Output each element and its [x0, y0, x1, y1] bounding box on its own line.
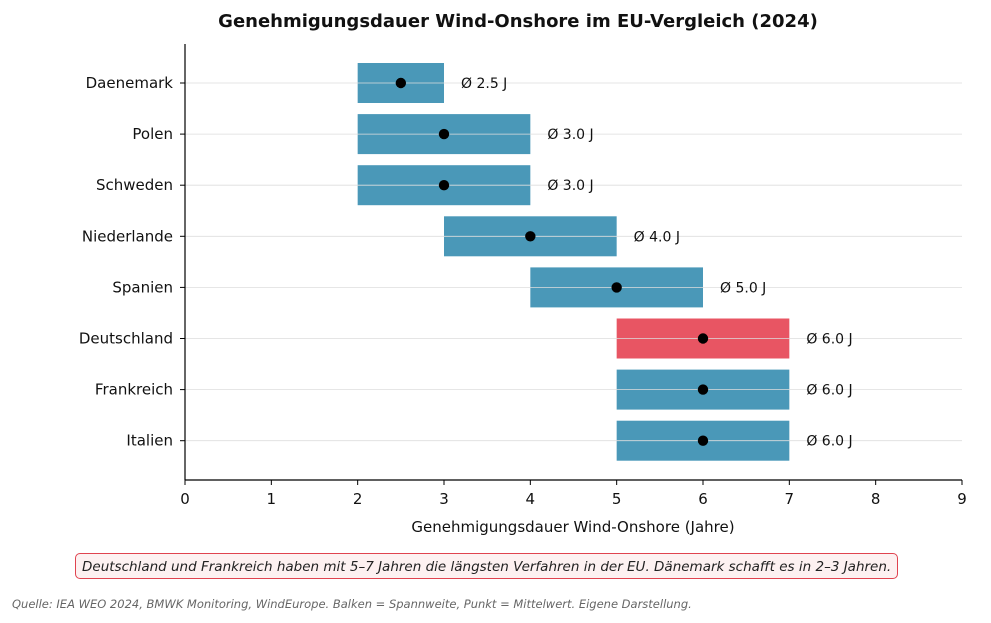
source-note: Quelle: IEA WEO 2024, BMWK Monitoring, W… [12, 597, 692, 611]
x-tick-label-3: 3 [439, 490, 449, 508]
y-tick-label-schweden: Schweden [96, 176, 173, 194]
mean-marker-deutschland [697, 333, 709, 344]
grid-lines [185, 82, 962, 442]
mean-marker-daenemark [395, 77, 407, 89]
chart-title: Genehmigungsdauer Wind-Onshore im EU-Ver… [218, 11, 818, 32]
y-tick-label-frankreich: Frankreich [95, 381, 173, 399]
x-tick-label-4: 4 [526, 490, 536, 508]
x-tick-label-0: 0 [180, 490, 190, 508]
x-axis-label: Genehmigungsdauer Wind-Onshore (Jahre) [411, 518, 734, 536]
mean-marker-niederlande [525, 231, 536, 242]
x-tick-label-8: 8 [871, 490, 881, 508]
y-tick-label-niederlande: Niederlande [82, 227, 173, 245]
mean-marker-schweden [438, 180, 450, 191]
data-label-deutschland: Ø 6.0 J [806, 332, 852, 348]
y-tick-label-italien: Italien [126, 432, 173, 450]
mean-marker-italien [697, 435, 709, 446]
data-label-spanien: Ø 5.0 J [720, 280, 766, 296]
x-tick-label-6: 6 [698, 490, 708, 508]
data-label-polen: Ø 3.0 J [547, 127, 593, 143]
data-label-niederlande: Ø 4.0 J [634, 229, 680, 245]
x-tick-label-1: 1 [267, 490, 277, 508]
bars [357, 63, 790, 461]
data-label-schweden: Ø 3.0 J [547, 178, 593, 194]
mean-marker-polen [438, 128, 450, 140]
data-label-italien: Ø 6.0 J [806, 434, 852, 450]
x-tick-label-5: 5 [612, 490, 622, 508]
y-tick-label-daenemark: Daenemark [86, 74, 174, 92]
mean-marker-frankreich [697, 384, 709, 395]
y-tick-label-deutschland: Deutschland [79, 330, 173, 348]
mean-marker-spanien [611, 282, 622, 293]
x-tick-label-7: 7 [785, 490, 795, 508]
y-axis-ticks: Daenemark Polen Schweden Niederlande Spanien… [79, 74, 185, 450]
x-tick-label-2: 2 [353, 490, 363, 508]
data-labels: Ø 2.5 J Ø 3.0 J Ø 3.0 J Ø 4.0 J Ø 5.0 J Ø 6.0… [461, 76, 853, 450]
range-bar-chart: Genehmigungsdauer Wind-Onshore im EU-Ver… [79, 11, 967, 536]
data-label-daenemark: Ø 2.5 J [461, 76, 507, 92]
annotation-box: Deutschland und Frankreich haben mit 5–7… [75, 553, 899, 579]
y-tick-label-polen: Polen [132, 125, 173, 143]
data-label-frankreich: Ø 6.0 J [806, 383, 852, 399]
x-axis-ticks: 0 1 2 3 4 5 6 7 8 9 [180, 480, 967, 508]
x-tick-label-9: 9 [957, 490, 967, 508]
y-tick-label-spanien: Spanien [112, 278, 173, 296]
mean-markers [395, 77, 709, 446]
